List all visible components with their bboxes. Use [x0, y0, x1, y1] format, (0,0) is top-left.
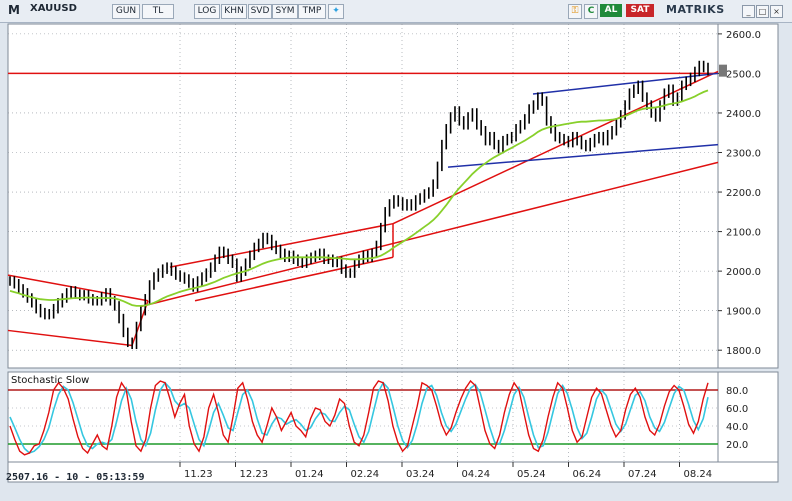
- toolbar: M XAUUSD GUN TL LOG KHN SVD SYM TMP ✦ ⚿ …: [0, 0, 792, 23]
- stoch-tick-label: 60.0: [726, 404, 748, 415]
- status-readout: 2507.16 - 10 - 05:13:59: [6, 472, 145, 483]
- khn-button[interactable]: KHN: [221, 4, 247, 19]
- x-tick-label: 12.23: [240, 469, 269, 480]
- app-logo: M: [8, 3, 20, 17]
- y-tick-label: 2600.0: [726, 30, 761, 41]
- time-axis: [7, 461, 779, 483]
- moving-average-line: [9, 89, 709, 307]
- log-button[interactable]: LOG: [194, 4, 220, 19]
- sell-button[interactable]: SAT: [626, 4, 654, 17]
- mid-channel-lower: [194, 256, 394, 302]
- buy-button[interactable]: AL: [600, 4, 622, 17]
- price-axis: [717, 23, 779, 369]
- x-tick-label: 07.24: [628, 469, 657, 480]
- x-tick-label: 08.24: [684, 469, 713, 480]
- down-channel-upper: [7, 274, 149, 302]
- stoch-tick-label: 80.0: [726, 386, 748, 397]
- stoch-tick-label: 20.0: [726, 440, 748, 451]
- symbol-label[interactable]: XAUUSD: [30, 3, 77, 14]
- stoch-k-line: [9, 379, 709, 456]
- y-tick-label: 2000.0: [726, 267, 761, 278]
- stochastic-panel: [7, 371, 719, 463]
- triangle-upper: [532, 72, 719, 95]
- stoch-d-line: [9, 381, 709, 454]
- x-tick-label: 11.23: [184, 469, 213, 480]
- tl-button[interactable]: TL: [142, 4, 174, 19]
- x-tick-label: 02.24: [351, 469, 380, 480]
- down-channel-lower: [7, 329, 133, 347]
- mid-channel-upper: [169, 222, 394, 268]
- lock-icon[interactable]: ⚿: [568, 4, 582, 19]
- y-tick-label: 1900.0: [726, 307, 761, 318]
- svd-button[interactable]: SVD: [248, 4, 272, 19]
- last-price-marker: [719, 64, 727, 77]
- maximize-icon[interactable]: □: [756, 5, 769, 18]
- x-tick-label: 06.24: [573, 469, 602, 480]
- y-tick-label: 1800.0: [726, 346, 761, 357]
- stoch-tick-label: 40.0: [726, 422, 748, 433]
- gun-button[interactable]: GUN: [112, 4, 140, 19]
- x-tick-label: 01.24: [295, 469, 324, 480]
- c-button[interactable]: C: [584, 4, 598, 19]
- brand-label: MATRIKS: [666, 3, 725, 16]
- triangle-lower: [447, 143, 719, 168]
- y-tick-label: 2100.0: [726, 228, 761, 239]
- tmp-button[interactable]: TMP: [298, 4, 326, 19]
- y-tick-label: 2500.0: [726, 69, 761, 80]
- x-tick-label: 03.24: [406, 469, 435, 480]
- twitter-icon[interactable]: ✦: [328, 4, 344, 19]
- x-tick-label: 05.24: [517, 469, 546, 480]
- y-tick-label: 2200.0: [726, 188, 761, 199]
- x-tick-label: 04.24: [462, 469, 491, 480]
- price-panel: [7, 23, 719, 369]
- close-icon[interactable]: ×: [770, 5, 783, 18]
- long-trend-support: [139, 161, 719, 308]
- minimize-icon[interactable]: _: [742, 5, 755, 18]
- y-tick-label: 2400.0: [726, 109, 761, 120]
- stochastic-title: Stochastic Slow: [11, 375, 89, 386]
- y-tick-label: 2300.0: [726, 149, 761, 160]
- sym-button[interactable]: SYM: [272, 4, 298, 19]
